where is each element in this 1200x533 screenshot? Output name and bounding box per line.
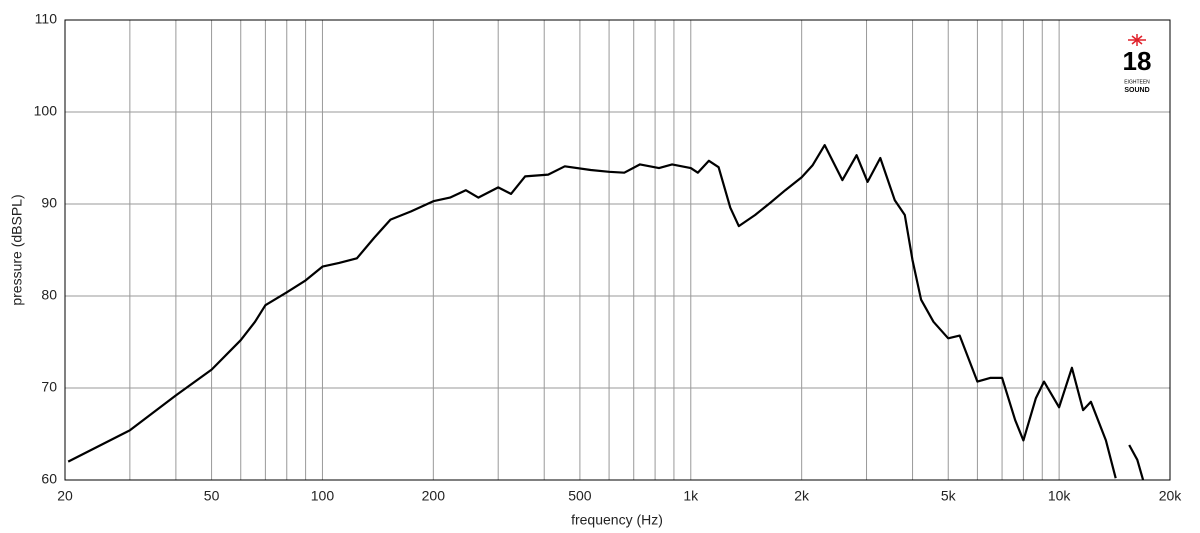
x-tick-label: 50 [204,488,220,504]
x-tick-label: 20 [57,488,73,504]
line-series [67,144,1145,480]
logo-star [1128,34,1146,46]
x-tick-label: 500 [568,488,592,504]
y-tick-label: 90 [41,195,57,211]
x-tick-label: 2k [794,488,810,504]
logo-number: 18 [1123,46,1152,76]
x-tick-label: 5k [941,488,957,504]
x-axis-label: frequency (Hz) [571,512,663,528]
y-tick-label: 70 [41,379,57,395]
x-tick-label: 10k [1048,488,1072,504]
y-tick-label: 60 [41,471,57,487]
logo-text: EIGHTEEN [1124,79,1150,85]
x-tick-label: 200 [422,488,446,504]
x-tick-label: 1k [683,488,699,504]
y-axis-label: pressure (dBSPL) [9,194,25,305]
y-tick-label: 80 [41,287,57,303]
y-tick-label: 100 [34,103,58,119]
logo: 18 EIGHTEEN SOUND [1123,34,1152,94]
logo-text: SOUND [1124,87,1149,94]
plot-frame [64,19,1171,481]
x-tick-label: 20k [1159,488,1183,504]
y-tick-label: 110 [35,11,58,27]
x-tick-label: 100 [311,488,335,504]
